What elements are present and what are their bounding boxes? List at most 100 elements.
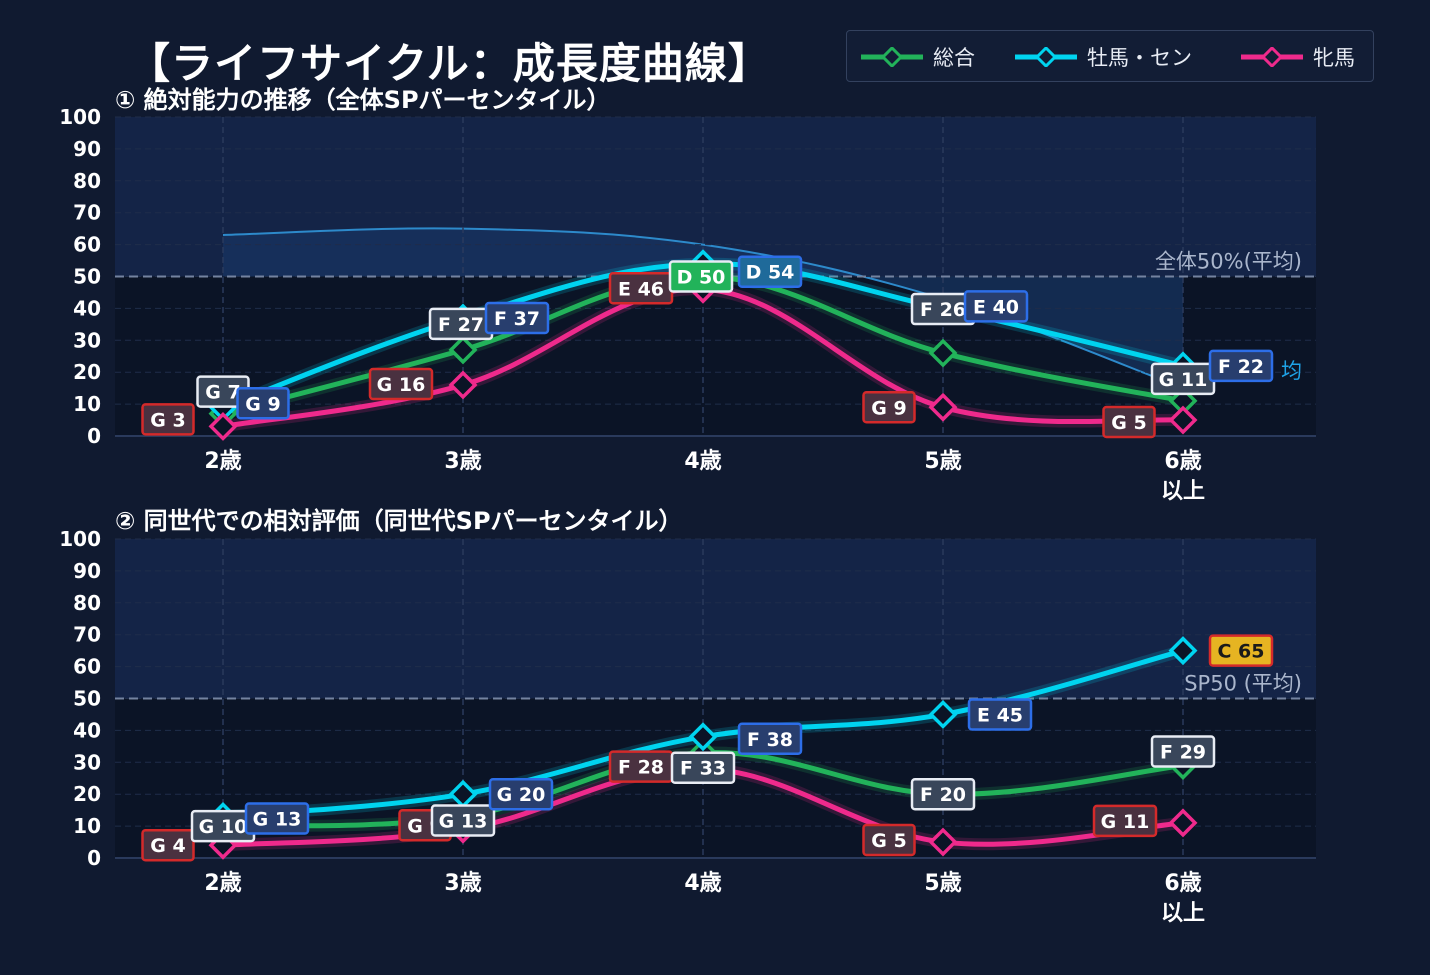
y-tick-label: 0: [87, 846, 101, 870]
y-tick-label: 30: [73, 328, 101, 352]
data-point-marker: [688, 722, 718, 752]
data-label: F 20: [920, 784, 966, 806]
panel-2-title: ② 同世代での相対評価（同世代SPパーセンタイル）: [115, 507, 683, 535]
data-label: G 20: [497, 784, 546, 806]
y-tick-label: 60: [73, 655, 101, 679]
data-label: G 13: [253, 809, 302, 831]
data-label-box: [368, 367, 434, 401]
y-tick-label: 70: [73, 201, 101, 225]
data-label: F 33: [680, 758, 726, 780]
data-label-box: [967, 698, 1033, 731]
data-label: G 11: [1159, 369, 1208, 391]
partial-reference-label: 均: [1281, 359, 1302, 383]
data-label: F 29: [1160, 741, 1206, 763]
data-point-marker: [1168, 405, 1198, 435]
x-tick-label: 6歳: [1164, 449, 1201, 474]
data-label-box: [484, 301, 550, 335]
y-tick-label: 10: [73, 814, 101, 838]
data-label: F 38: [747, 729, 793, 751]
data-label-box: [910, 777, 976, 811]
legend-marker-female-icon: [1241, 47, 1303, 67]
data-label: G 3: [150, 409, 185, 431]
data-label: F 37: [494, 308, 540, 330]
data-label-box: [141, 828, 195, 862]
chart-main-title: 【ライフサイクル：成長度曲線】: [128, 39, 771, 88]
data-point-marker: [928, 338, 958, 368]
y-tick-label: 50: [73, 687, 101, 711]
legend-marker-male-icon: [1015, 47, 1077, 67]
y-tick-label: 10: [73, 392, 101, 416]
y-tick-label: 20: [73, 782, 101, 806]
data-label-box: [141, 403, 195, 436]
data-point-marker: [448, 335, 478, 365]
y-tick-label: 40: [73, 296, 101, 320]
data-label-box: [488, 777, 554, 811]
data-label: D 50: [677, 267, 726, 289]
x-tick-label: 以上: [1161, 479, 1205, 504]
data-label: E 45: [977, 704, 1023, 726]
data-label-box: [244, 802, 310, 835]
x-tick-label: 5歳: [924, 449, 961, 474]
y-tick-label: 80: [73, 591, 101, 615]
x-tick-label: 4歳: [684, 449, 721, 474]
legend: 総合 牡馬・セン 牝馬: [846, 30, 1374, 82]
data-label: F 26: [920, 299, 966, 321]
data-label: G 10: [199, 816, 248, 838]
y-tick-label: 20: [73, 360, 101, 384]
legend-label-overall: 総合: [933, 46, 975, 70]
y-tick-label: 100: [59, 527, 101, 551]
legend-label-male: 牡馬・セン: [1087, 46, 1192, 70]
data-label: G 9: [245, 393, 280, 415]
y-tick-label: 100: [59, 105, 101, 129]
data-label-box: [236, 387, 290, 420]
data-point-marker: [928, 699, 958, 729]
data-point-marker: [928, 392, 958, 422]
data-label: G 16: [377, 374, 426, 396]
x-tick-label: 3歳: [444, 871, 481, 896]
data-label-box: [862, 823, 916, 857]
data-label-box: [670, 751, 736, 784]
upper-band: [115, 539, 1316, 699]
x-tick-label: 2歳: [204, 449, 241, 474]
legend-label-female: 牝馬: [1313, 46, 1355, 70]
data-point-marker: [448, 370, 478, 400]
legend-item-male: 牡馬・セン: [1013, 31, 1192, 83]
legend-item-overall: 総合: [859, 31, 975, 83]
data-label-box: [1092, 804, 1158, 838]
y-tick-label: 70: [73, 623, 101, 647]
y-tick-label: 60: [73, 233, 101, 257]
data-label: F 27: [438, 314, 484, 336]
data-label: G 9: [871, 397, 906, 419]
data-label-box: [430, 804, 496, 837]
data-label-box: [737, 255, 803, 288]
legend-marker-overall-icon: [861, 47, 923, 67]
data-label: G 4: [150, 835, 185, 857]
data-label: F 22: [1218, 356, 1264, 378]
reference-label: SP50 (平均): [1184, 672, 1302, 696]
panel-1: 0 10 20 30 40 50 60 70 80 90 100 全体50%(平均) 2歳 3歳 4歳 5歳 6…: [59, 105, 1316, 504]
data-point-marker: [1168, 808, 1198, 838]
data-label: E 46: [618, 278, 664, 300]
legend-item-female: 牝馬: [1239, 31, 1355, 83]
panel-2: 0 10 20 30 40 50 60 70 80 90 100 SP50 (平均) 2歳 3歳 4歳 5歳 6…: [59, 527, 1316, 926]
data-label: E 40: [973, 296, 1019, 318]
x-tick-label: 3歳: [444, 449, 481, 474]
data-label: G 7: [205, 382, 240, 404]
x-tick-label: 4歳: [684, 871, 721, 896]
y-tick-label: 0: [87, 424, 101, 448]
data-label: G 11: [1101, 811, 1150, 833]
data-label-box: [1208, 634, 1274, 667]
y-tick-label: 50: [73, 265, 101, 289]
data-label-box: [1102, 405, 1156, 439]
x-tick-label: 2歳: [204, 871, 241, 896]
y-tick-label: 30: [73, 750, 101, 774]
x-tick-label: 5歳: [924, 871, 961, 896]
data-point-marker: [928, 827, 958, 857]
y-tick-label: 90: [73, 137, 101, 161]
data-label-box: [737, 722, 803, 756]
data-label-box: [1208, 349, 1274, 383]
data-label: G 13: [439, 811, 488, 833]
reference-label: 全体50%(平均): [1155, 250, 1302, 274]
data-label-box: [963, 290, 1029, 323]
